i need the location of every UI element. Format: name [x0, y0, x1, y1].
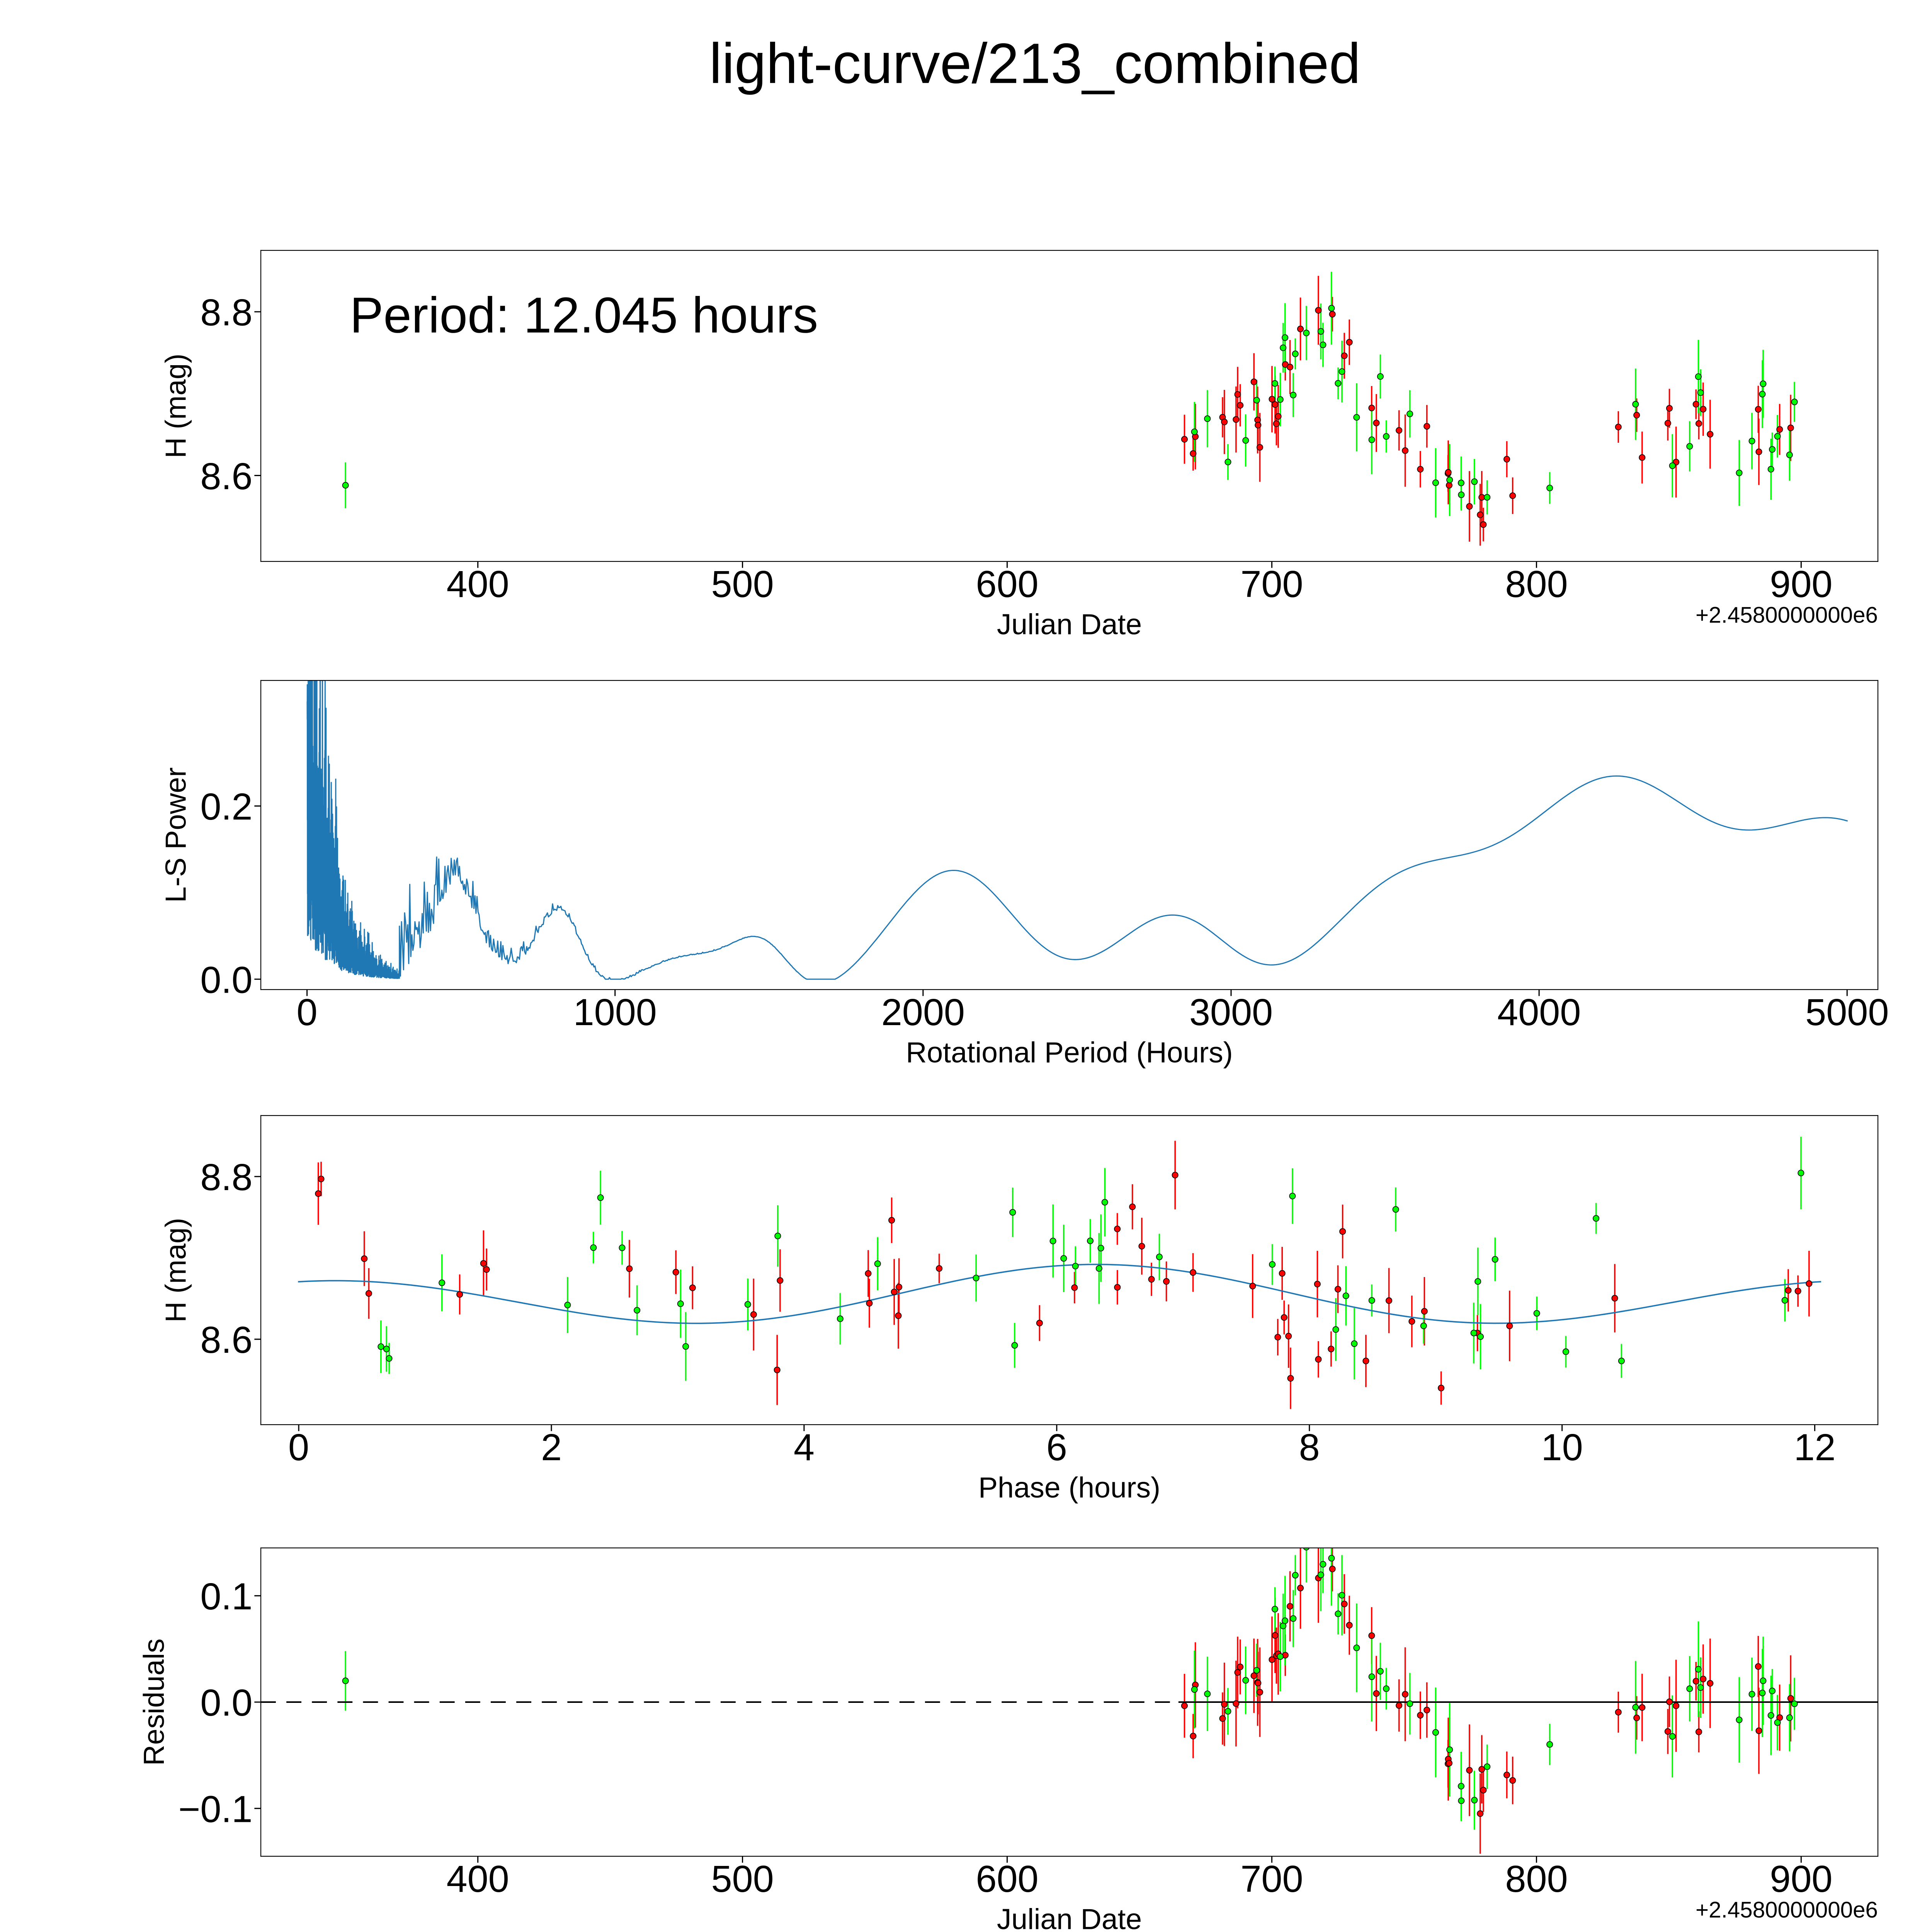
svg-text:L-S Power: L-S Power	[160, 767, 192, 903]
svg-text:Julian Date: Julian Date	[997, 1903, 1142, 1932]
svg-text:8.8: 8.8	[200, 291, 252, 333]
svg-text:0.2: 0.2	[200, 786, 252, 828]
svg-text:5000: 5000	[1805, 991, 1889, 1033]
svg-text:0: 0	[288, 1426, 309, 1468]
svg-text:8: 8	[1299, 1426, 1320, 1468]
svg-text:Period: 12.045 hours: Period: 12.045 hours	[350, 287, 818, 344]
svg-text:800: 800	[1505, 563, 1568, 605]
svg-text:H (mag): H (mag)	[160, 1218, 192, 1323]
svg-text:Residuals: Residuals	[138, 1638, 170, 1765]
svg-text:0.1: 0.1	[200, 1575, 252, 1617]
svg-text:700: 700	[1240, 563, 1303, 605]
svg-text:3000: 3000	[1189, 991, 1273, 1033]
svg-text:−0.1: −0.1	[179, 1788, 253, 1830]
svg-text:+2.4580000000e6: +2.4580000000e6	[1696, 603, 1878, 628]
svg-text:10: 10	[1541, 1426, 1583, 1468]
svg-text:1000: 1000	[573, 991, 657, 1033]
svg-text:600: 600	[976, 563, 1038, 605]
svg-text:500: 500	[711, 563, 774, 605]
svg-text:0.0: 0.0	[200, 959, 252, 1001]
svg-text:900: 900	[1770, 1858, 1832, 1900]
svg-text:4000: 4000	[1497, 991, 1581, 1033]
svg-text:H (mag): H (mag)	[160, 354, 192, 458]
svg-text:8.8: 8.8	[200, 1156, 252, 1198]
svg-text:8.6: 8.6	[200, 1319, 252, 1361]
svg-text:Rotational Period (Hours): Rotational Period (Hours)	[906, 1036, 1233, 1069]
svg-text:900: 900	[1770, 563, 1832, 605]
svg-text:4: 4	[794, 1426, 815, 1468]
svg-text:700: 700	[1240, 1858, 1303, 1900]
svg-text:light-curve/213_combined: light-curve/213_combined	[709, 32, 1361, 95]
svg-text:500: 500	[711, 1858, 774, 1900]
svg-text:Julian Date: Julian Date	[997, 608, 1142, 641]
svg-text:+2.4580000000e6: +2.4580000000e6	[1696, 1898, 1878, 1923]
svg-text:0.0: 0.0	[200, 1682, 252, 1724]
svg-text:6: 6	[1046, 1426, 1067, 1468]
svg-text:Phase (hours): Phase (hours)	[978, 1471, 1160, 1504]
svg-text:800: 800	[1505, 1858, 1568, 1900]
svg-text:2000: 2000	[881, 991, 965, 1033]
svg-text:400: 400	[447, 1858, 509, 1900]
svg-text:400: 400	[447, 563, 509, 605]
svg-text:8.6: 8.6	[200, 455, 252, 497]
svg-text:600: 600	[976, 1858, 1038, 1900]
svg-text:0: 0	[297, 991, 318, 1033]
svg-text:2: 2	[541, 1426, 562, 1468]
svg-text:12: 12	[1794, 1426, 1835, 1468]
